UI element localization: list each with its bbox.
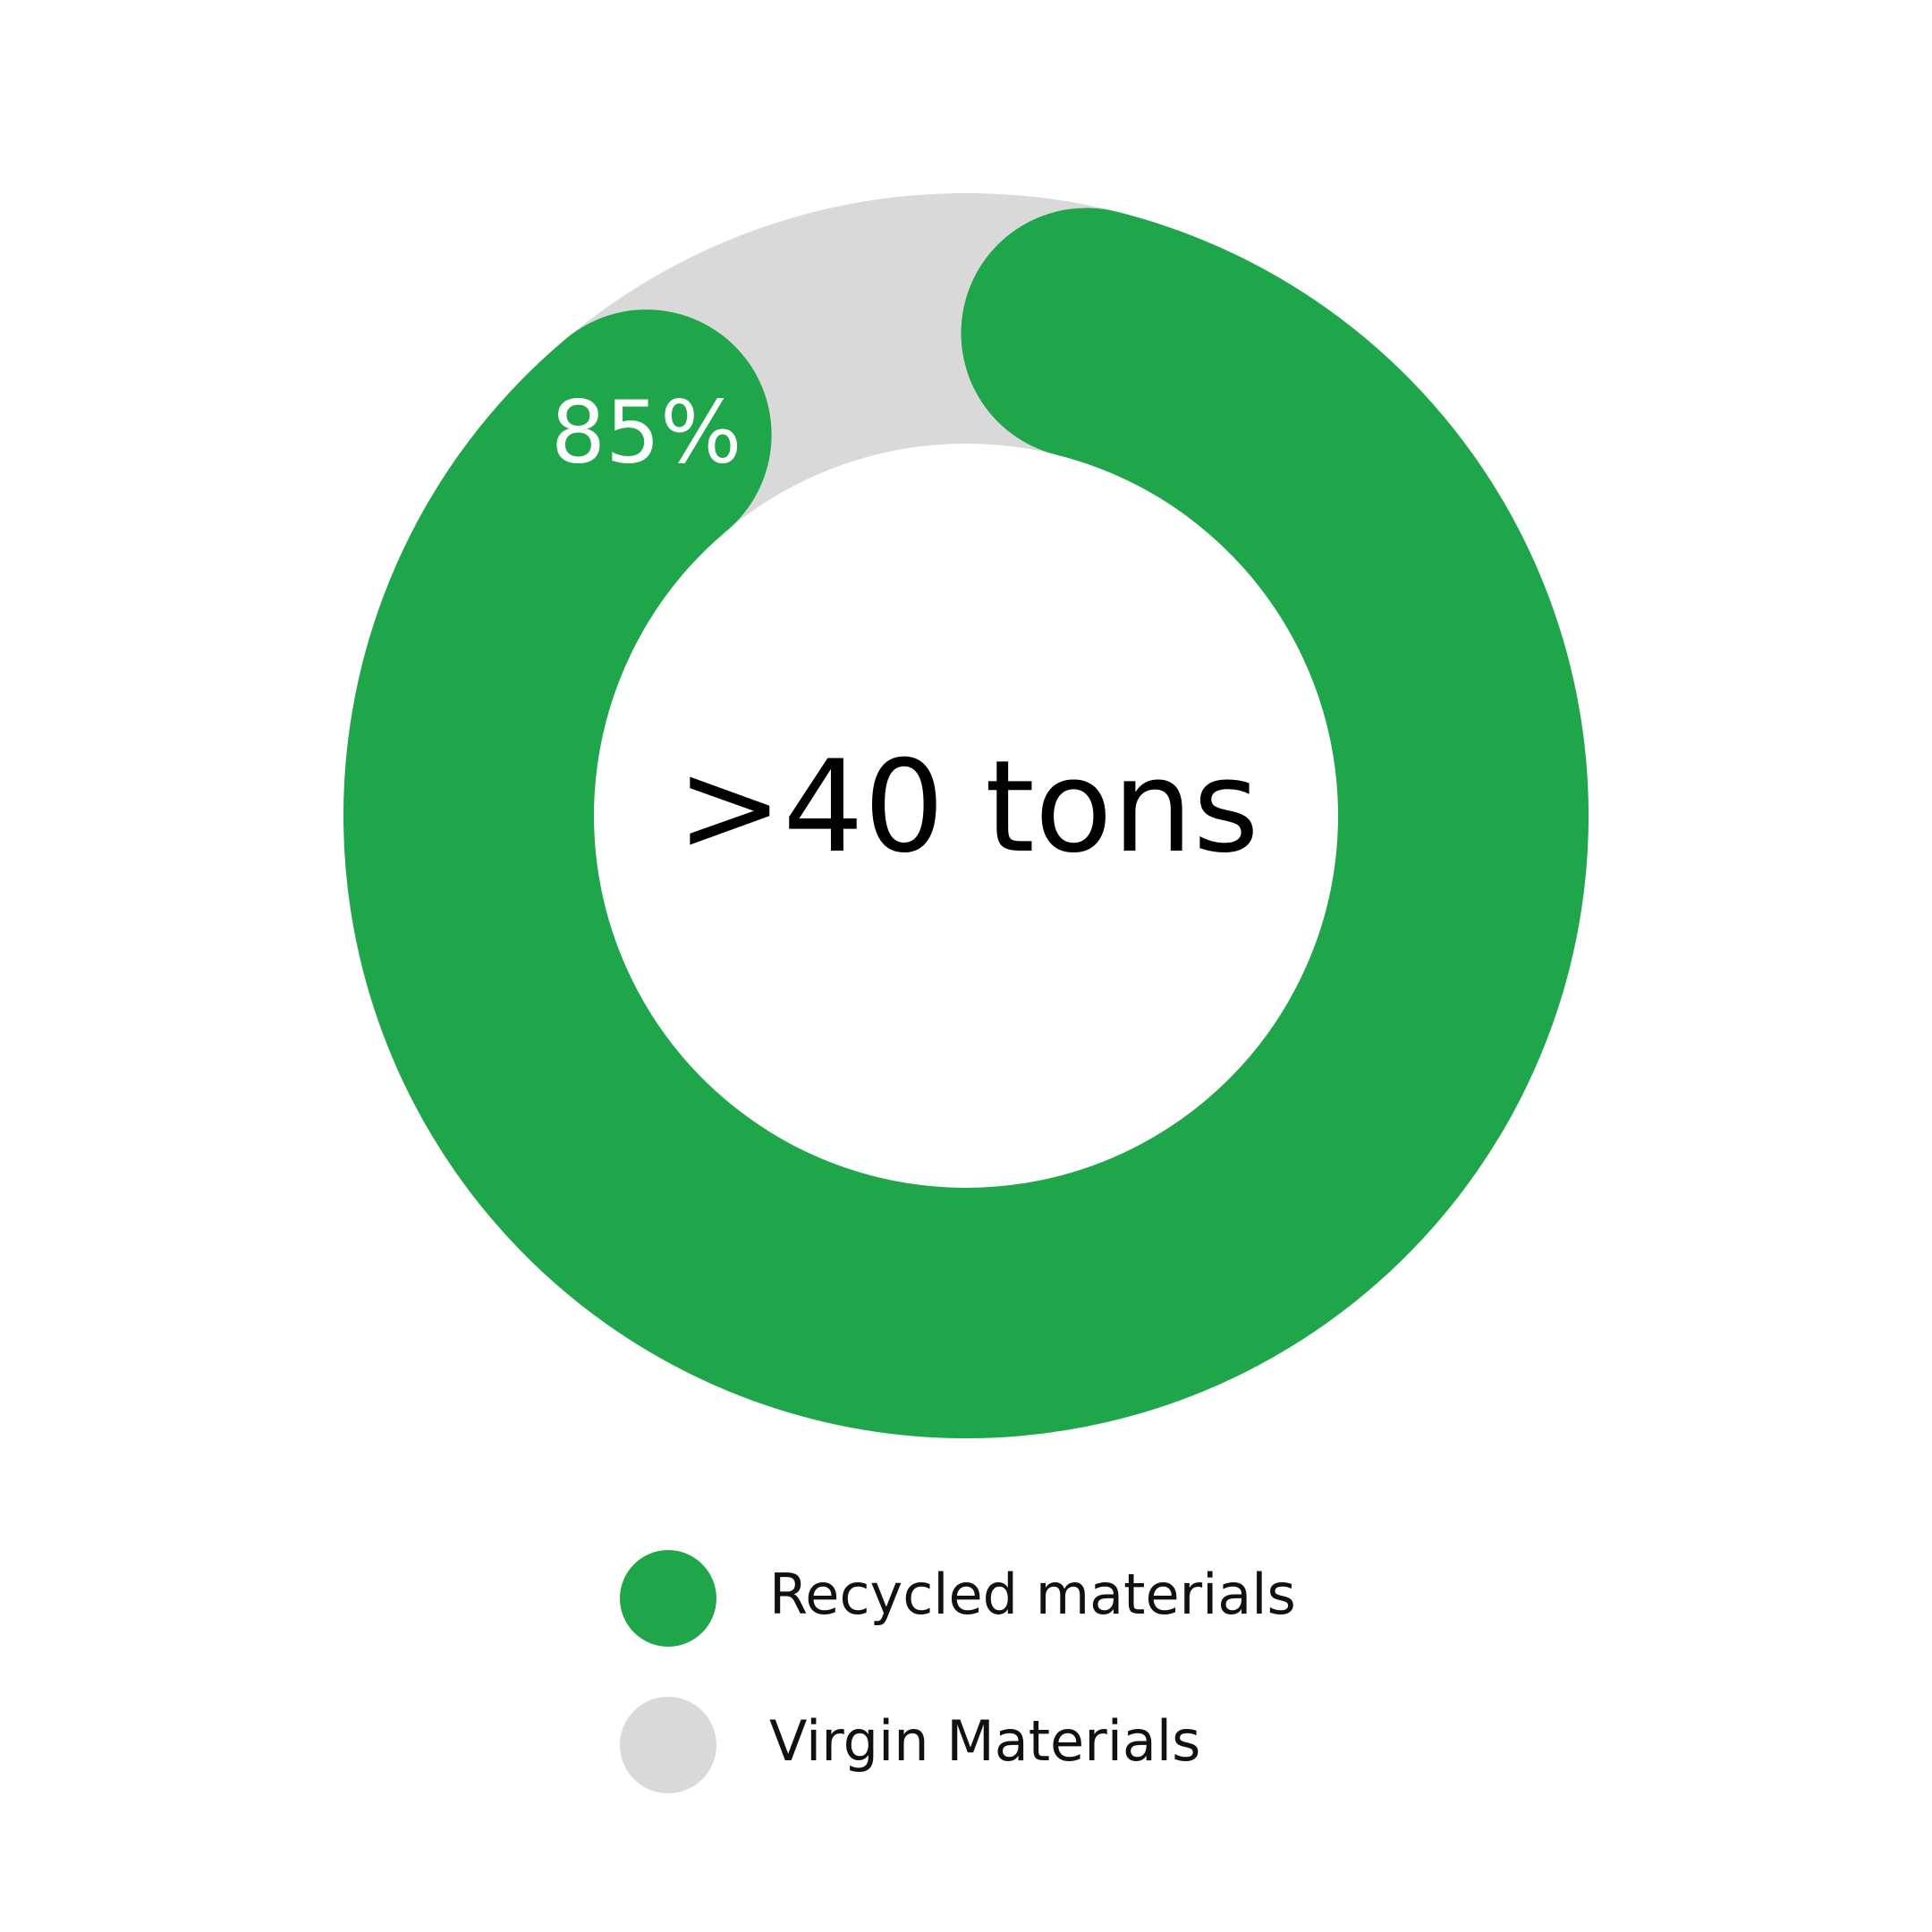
center-label: >40 tons: [676, 733, 1258, 881]
legend-swatch-recycled: [620, 1550, 716, 1647]
legend: Recycled materials Virgin Materials: [620, 1550, 1296, 1793]
legend-swatch-virgin: [620, 1697, 716, 1793]
slice-recycled-materials: [343, 208, 1589, 1438]
legend-label-virgin: Virgin Materials: [769, 1708, 1200, 1774]
slice-label-recycled: 85%: [551, 382, 741, 482]
legend-label-recycled: Recycled materials: [769, 1562, 1296, 1627]
